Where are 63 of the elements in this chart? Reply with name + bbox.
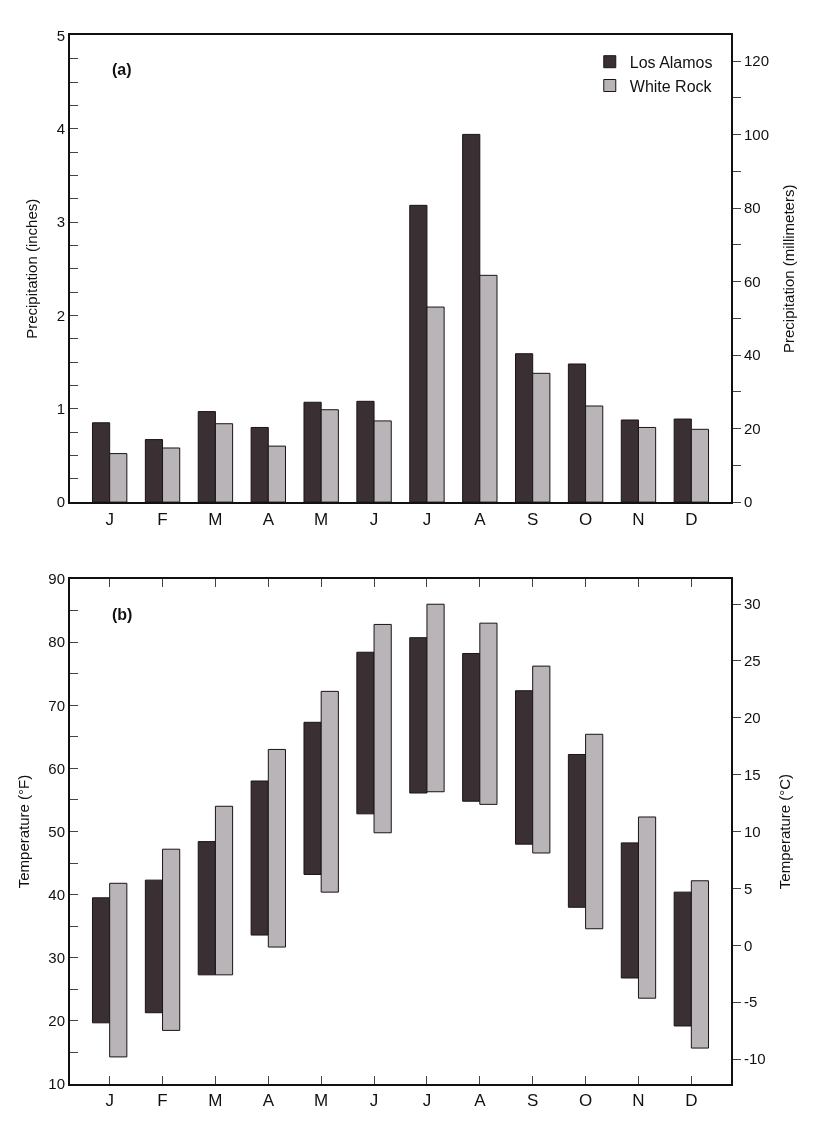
y-tick-label: 10: [48, 1075, 65, 1093]
x-tick-label: S: [527, 509, 539, 529]
y-tick-label: 5: [56, 26, 65, 44]
y2-tick-label: 100: [744, 125, 770, 143]
y2-tick-label: 20: [744, 709, 761, 727]
y2-tick-label: 120: [744, 52, 770, 70]
x-tick-label: A: [262, 509, 275, 529]
y-tick-label: 60: [48, 759, 65, 777]
x-tick-label: J: [105, 1091, 114, 1111]
x-tick-label: M: [314, 1091, 329, 1111]
y-tick-label: 0: [56, 493, 65, 511]
y2-tick-label: 60: [744, 272, 761, 290]
x-tick-label: A: [262, 1091, 275, 1111]
y2-tick-label: 0: [744, 936, 753, 954]
y2-tick-label: 15: [744, 765, 761, 783]
text: (b): [112, 606, 133, 623]
x-tick-label: S: [527, 1091, 539, 1111]
y2-tick-label: 30: [744, 595, 761, 613]
x-tick-label: F: [157, 509, 168, 529]
legend-label: Los Alamos: [629, 53, 713, 71]
y2-tick-label: 10: [744, 822, 761, 840]
y-tick-label: 3: [56, 213, 65, 231]
y-tick-label: 20: [48, 1012, 65, 1030]
y-tick-label: 4: [56, 120, 65, 138]
x-tick-label: F: [157, 1091, 168, 1111]
y2-tick-label: 0: [744, 493, 753, 511]
x-tick-label: M: [208, 1091, 223, 1111]
y2-tick-label: 40: [744, 346, 761, 364]
text: (a): [112, 61, 132, 78]
y-tick-label: 70: [48, 696, 65, 714]
x-tick-label: J: [422, 509, 432, 529]
y2-tick-label: 5: [744, 879, 753, 897]
y-tick-label: 1: [56, 400, 65, 418]
x-tick-label: J: [105, 509, 114, 529]
x-tick-label: O: [578, 1091, 593, 1111]
x-tick-label: J: [422, 1091, 432, 1111]
x-tick-label: J: [369, 1091, 379, 1111]
x-tick-label: J: [369, 509, 379, 529]
y-tick-label: 30: [48, 949, 65, 967]
y2-tick-label: 25: [744, 652, 761, 670]
x-tick-label: N: [632, 1091, 645, 1111]
x-tick-label: A: [474, 1091, 487, 1111]
x-tick-label: N: [632, 509, 645, 529]
x-tick-label: D: [685, 509, 698, 529]
x-tick-label: M: [314, 509, 329, 529]
x-tick-label: D: [685, 1091, 698, 1111]
y-axis-title: Precipitation (inches): [23, 198, 41, 339]
x-tick-label: O: [578, 509, 593, 529]
y2-tick-label: -5: [744, 993, 758, 1011]
y2-tick-label: 80: [744, 199, 761, 217]
y2-tick-label: -10: [744, 1050, 766, 1068]
x-tick-label: A: [474, 509, 487, 529]
x-tick-label: M: [208, 509, 223, 529]
y2-axis-title: Temperature (°C): [776, 773, 794, 890]
y-tick-label: 50: [48, 822, 65, 840]
y-tick-label: 40: [48, 885, 65, 903]
y2-axis-title: Precipitation (millimeters): [779, 184, 797, 353]
legend-label: White Rock: [629, 77, 713, 95]
y-tick-label: 2: [56, 306, 65, 324]
y-tick-label: 80: [48, 633, 65, 651]
y-axis-title: Temperature (°F): [15, 774, 33, 889]
y2-tick-label: 20: [744, 419, 761, 437]
y-tick-label: 90: [48, 570, 65, 588]
